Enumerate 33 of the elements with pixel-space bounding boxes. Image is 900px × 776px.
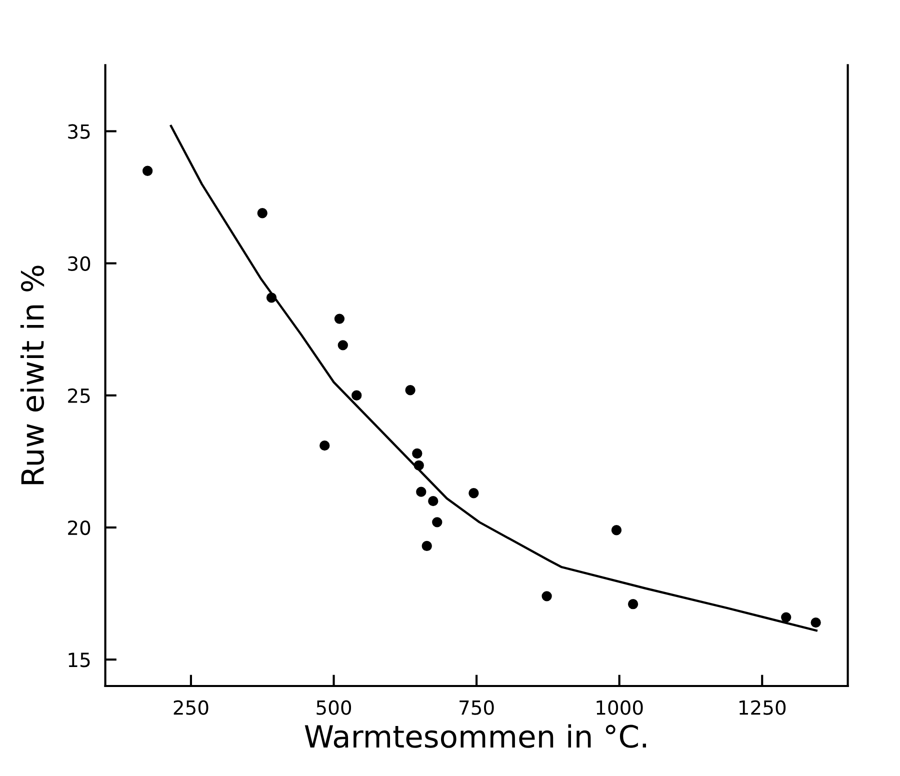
- line-series: [170, 124, 818, 632]
- point: [142, 166, 153, 176]
- point: [405, 385, 416, 396]
- y-tick-label: 30: [68, 256, 90, 271]
- point: [468, 488, 479, 498]
- point: [320, 440, 330, 451]
- point: [334, 314, 345, 324]
- point: [611, 525, 622, 536]
- point: [352, 390, 362, 400]
- y-axis-title: Ruw eiwit in %: [20, 266, 44, 484]
- x-tick-label: 1000: [596, 700, 643, 715]
- point: [266, 292, 277, 303]
- x-tick-label: 1250: [740, 700, 786, 715]
- point: [432, 517, 442, 528]
- point: [428, 496, 438, 506]
- point: [422, 540, 432, 552]
- point: [257, 208, 268, 218]
- y-tick-label: 20: [68, 520, 90, 536]
- x-tick-label: 750: [460, 700, 494, 715]
- x-tick-label: 250: [174, 700, 208, 715]
- point: [810, 617, 821, 628]
- point: [338, 340, 348, 350]
- y-tick-label: 15: [68, 652, 90, 668]
- x-tick-label: 500: [316, 700, 352, 715]
- point: [414, 460, 424, 470]
- point: [542, 591, 552, 602]
- point: [628, 599, 638, 610]
- x-axis-title: Warmtesommen in °C.: [304, 724, 646, 748]
- point: [412, 448, 422, 459]
- y-tick-label: 25: [68, 388, 90, 404]
- y-tick-label: 35: [68, 124, 90, 139]
- point: [416, 486, 426, 497]
- point: [781, 612, 792, 622]
